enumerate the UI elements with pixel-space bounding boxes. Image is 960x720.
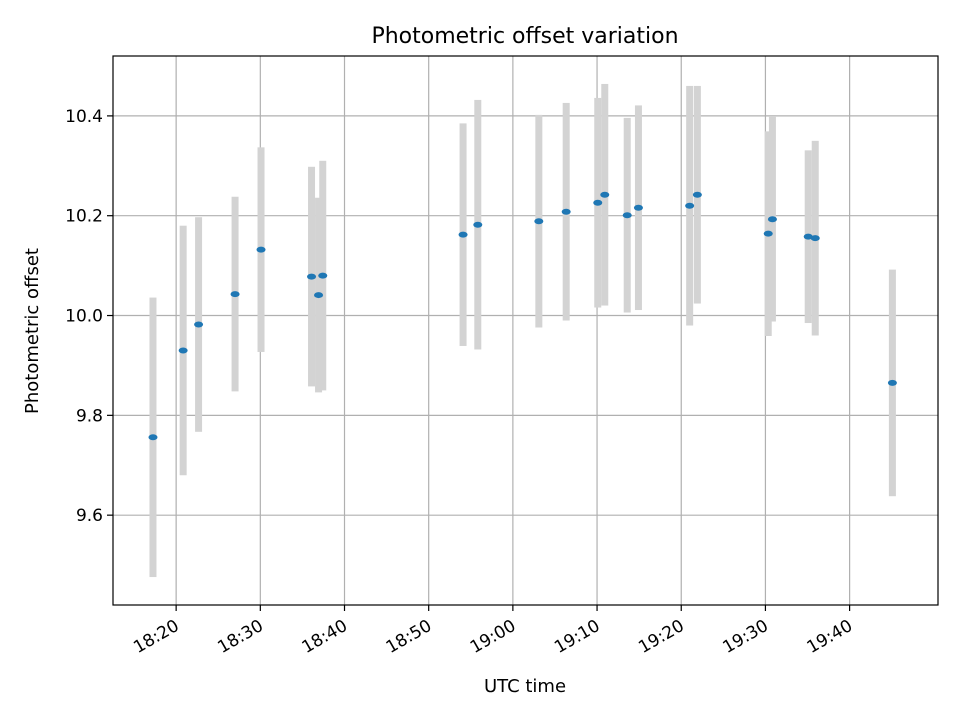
data-point xyxy=(194,321,204,328)
y-axis-ticks: 9.6 9.8 10.0 10.2 10.4 xyxy=(65,107,113,526)
data-point xyxy=(256,246,266,253)
x-axis-ticks: 18:20 18:30 18:40 18:50 19:00 19:10 19:20 19:30… xyxy=(130,605,856,658)
data-point xyxy=(810,235,820,242)
y-tick-label: 10.2 xyxy=(65,207,103,227)
x-tick-label: 18:20 xyxy=(130,616,182,658)
data-point xyxy=(767,216,777,223)
data-point xyxy=(803,233,813,240)
data-point xyxy=(685,202,695,209)
data-point xyxy=(887,379,897,386)
data-point xyxy=(178,347,188,354)
data-point xyxy=(230,291,240,298)
data-point xyxy=(593,199,603,206)
data-point xyxy=(692,191,702,198)
y-tick-label: 10.4 xyxy=(65,107,103,127)
x-tick-label: 18:40 xyxy=(299,616,351,658)
data-point xyxy=(314,292,324,299)
y-tick-label: 10.0 xyxy=(65,307,103,327)
data-point xyxy=(473,221,483,228)
x-tick-label: 19:20 xyxy=(635,616,687,658)
data-point xyxy=(148,434,158,441)
data-point xyxy=(633,204,643,211)
y-axis-label: Photometric offset xyxy=(22,248,43,414)
x-axis-label: UTC time xyxy=(484,676,566,697)
data-points xyxy=(148,191,897,441)
x-tick-label: 19:10 xyxy=(551,616,603,658)
data-point xyxy=(307,273,317,280)
y-tick-label: 9.8 xyxy=(76,406,103,426)
y-tick-label: 9.6 xyxy=(76,506,103,526)
data-point xyxy=(600,191,610,198)
x-tick-label: 19:00 xyxy=(467,616,519,658)
x-tick-label: 19:40 xyxy=(804,616,856,658)
data-point xyxy=(561,208,571,215)
x-tick-label: 18:50 xyxy=(383,616,435,658)
data-point xyxy=(318,272,328,279)
data-point xyxy=(622,212,632,219)
error-bars xyxy=(149,83,896,578)
chart-title: Photometric offset variation xyxy=(371,24,678,49)
data-point xyxy=(763,230,773,237)
plot-frame xyxy=(112,55,939,606)
data-point xyxy=(458,231,468,238)
data-point xyxy=(534,218,544,225)
x-tick-label: 19:30 xyxy=(719,616,771,658)
x-tick-label: 18:30 xyxy=(214,616,266,658)
